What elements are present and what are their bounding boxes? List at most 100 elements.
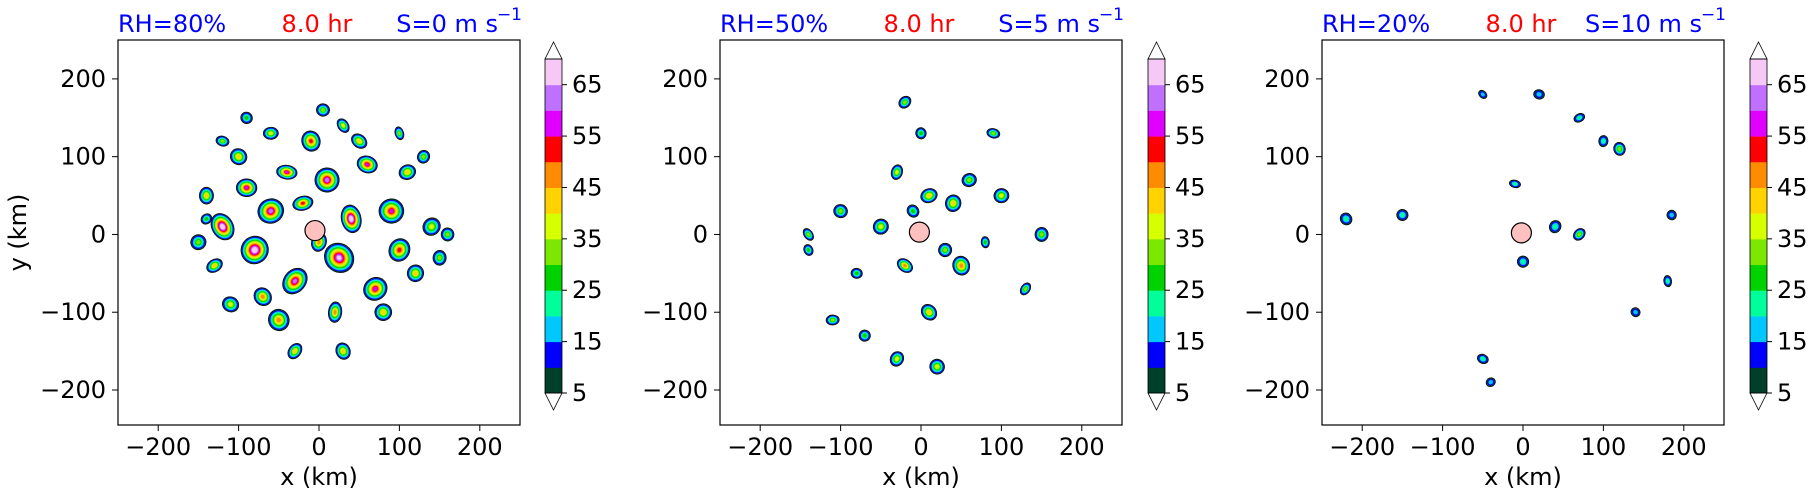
convective-cell xyxy=(1663,275,1673,288)
cell-contour-level xyxy=(1552,224,1558,230)
colorbar-tick-label: 25 xyxy=(1175,276,1206,304)
cell-contour-level xyxy=(228,302,233,307)
x-tick-label: 200 xyxy=(457,433,503,461)
colorbar-extend-low xyxy=(1147,392,1166,411)
cell-contour-level xyxy=(317,240,321,245)
cell-contour-level xyxy=(903,100,907,105)
convective-cell xyxy=(915,127,927,140)
cell-contour-level xyxy=(389,208,394,214)
y-tick-label: −100 xyxy=(642,298,708,326)
colorbar-extend-high xyxy=(544,41,563,60)
colorbar-tick-label: 15 xyxy=(1175,328,1206,356)
cell-contour-level xyxy=(300,201,305,205)
cell-contour-level xyxy=(220,139,225,143)
x-tick-label: 0 xyxy=(311,433,326,461)
convective-cell xyxy=(1548,220,1562,234)
convective-cell xyxy=(938,242,953,258)
cell-contour-level xyxy=(806,232,810,237)
colorbar-band xyxy=(545,367,562,394)
convective-cell xyxy=(351,133,368,149)
cell-contour-level xyxy=(333,310,337,315)
convective-cell xyxy=(802,228,814,241)
panel-2: −200 −100 0 100 200 −200 −100 0 100 200 x (km) RH=5… xyxy=(642,5,1205,491)
colorbar-band xyxy=(1750,161,1767,188)
convective-cell xyxy=(388,238,411,262)
convective-cell xyxy=(268,308,290,332)
colorbar-band xyxy=(1148,161,1165,188)
colorbar-band xyxy=(1148,264,1165,291)
colorbar-tick-label: 45 xyxy=(1175,173,1206,201)
convective-cell xyxy=(952,255,971,276)
cell-contour-level xyxy=(903,263,907,268)
convective-cell xyxy=(1476,353,1489,364)
convective-cell xyxy=(240,111,253,124)
y-tick-label: 0 xyxy=(1295,220,1310,248)
title-shear-superscript: −1 xyxy=(497,5,522,25)
colorbar-tick-label: 35 xyxy=(572,225,603,253)
cell-contour-level xyxy=(854,271,859,276)
colorbar-band xyxy=(545,264,562,291)
convective-cell xyxy=(276,164,298,180)
cell-contour-level xyxy=(397,247,402,253)
colorbar-tick-label: 35 xyxy=(1175,225,1206,253)
colorbar-band xyxy=(1148,136,1165,163)
convective-cell xyxy=(961,173,977,188)
colorbar-tick-label: 65 xyxy=(572,71,603,99)
y-tick-label: −200 xyxy=(40,376,106,404)
cell-contour-level xyxy=(959,263,964,268)
colorbar-band xyxy=(1750,136,1767,163)
colorbar-tick-label: 35 xyxy=(1777,225,1808,253)
convective-cell xyxy=(190,234,207,251)
convective-cell xyxy=(253,287,272,307)
cell-contour-level xyxy=(1488,380,1494,385)
colorbar-band xyxy=(1750,367,1767,394)
colorbar-band xyxy=(545,290,562,317)
colorbar-band xyxy=(1148,367,1165,394)
colorbar-band xyxy=(1148,59,1165,86)
colorbar-extend-low xyxy=(544,392,563,411)
colorbar-band xyxy=(1750,238,1767,266)
colorbar-band xyxy=(1148,110,1165,137)
colorbar-frame xyxy=(544,58,563,394)
x-tick-label: 0 xyxy=(1515,433,1530,461)
convective-cell xyxy=(440,227,455,242)
colorbar-band xyxy=(1750,213,1767,240)
cell-contour-level xyxy=(935,364,940,369)
cell-contour-level xyxy=(244,115,249,120)
cell-contour-level xyxy=(1666,278,1670,284)
cell-contour-level xyxy=(895,356,899,361)
x-tick-label: −200 xyxy=(125,433,191,461)
cell-contour-level xyxy=(983,240,987,245)
title-humidity: RH=20% xyxy=(1322,10,1430,38)
colorbar-band xyxy=(1750,315,1767,343)
convective-cell xyxy=(906,204,920,218)
convective-cell xyxy=(890,164,903,180)
cell-contour-level xyxy=(862,333,867,338)
convective-cell xyxy=(1533,89,1545,100)
cell-contour-level xyxy=(429,224,434,229)
x-tick-label: 0 xyxy=(913,433,928,461)
cell-contour-level xyxy=(910,208,916,214)
colorbar-band xyxy=(1148,290,1165,317)
y-tick-label: 200 xyxy=(1264,65,1310,93)
colorbar: 5 15 25 35 45 55 65 xyxy=(1749,41,1808,411)
y-tick-label: 100 xyxy=(60,143,106,171)
x-tick-label: −100 xyxy=(206,433,272,461)
convective-cell xyxy=(287,342,303,360)
convective-cell xyxy=(1396,209,1409,221)
x-tick-label: 100 xyxy=(978,433,1024,461)
cell-contour-level xyxy=(341,349,345,354)
convective-cell xyxy=(301,130,321,152)
cell-contour-level xyxy=(365,162,370,167)
title-time: 8.0 hr xyxy=(884,10,955,38)
colorbar-band xyxy=(1750,187,1767,214)
convective-cell xyxy=(215,135,230,147)
cell-contour-level xyxy=(1400,212,1405,218)
convective-cell xyxy=(1478,89,1488,99)
convective-cell xyxy=(336,118,350,133)
colorbar-tick-label: 15 xyxy=(572,328,603,356)
colorbar-band xyxy=(1750,59,1767,86)
convective-cell xyxy=(292,195,314,211)
cell-contour-level xyxy=(244,186,249,190)
